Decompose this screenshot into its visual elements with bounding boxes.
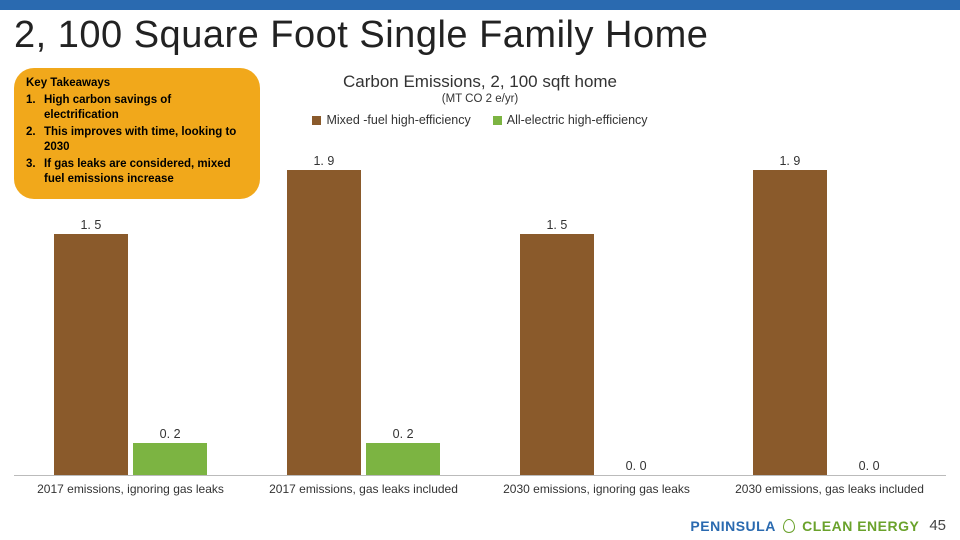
chart-x-axis-labels: 2017 emissions, ignoring gas leaks 2017 … — [14, 482, 946, 496]
chart-bar — [520, 234, 595, 475]
legend-label: Mixed -fuel high-efficiency — [326, 113, 470, 127]
bar-value-label: 0. 2 — [140, 427, 200, 441]
bar-value-label: 1. 9 — [760, 154, 820, 168]
legend-item: All-electric high-efficiency — [493, 113, 648, 127]
brand-logo: PENINSULA CLEAN ENERGY — [690, 517, 919, 534]
x-axis-label: 2017 emissions, gas leaks included — [247, 482, 480, 496]
legend-item: Mixed -fuel high-efficiency — [312, 113, 470, 127]
chart-plot-area: 1. 5 0. 2 1. 9 0. 2 1. 5 0. 0 1. 9 0. 0 — [14, 154, 946, 476]
bar-value-label: 0. 0 — [839, 459, 899, 473]
chart-container: Carbon Emissions, 2, 100 sqft home (MT C… — [14, 68, 946, 476]
brand-word-2: CLEAN ENERGY — [802, 518, 919, 534]
bar-value-label: 1. 5 — [61, 218, 121, 232]
bar-value-label: 1. 9 — [294, 154, 354, 168]
brand-word-1: PENINSULA — [690, 518, 775, 534]
page-title: 2, 100 Square Foot Single Family Home — [0, 10, 960, 59]
bar-value-label: 1. 5 — [527, 218, 587, 232]
bar-group: 1. 5 0. 2 — [14, 154, 247, 475]
chart-title: Carbon Emissions, 2, 100 sqft home — [14, 72, 946, 92]
bar-group: 1. 9 0. 2 — [247, 154, 480, 475]
x-axis-label: 2017 emissions, ignoring gas leaks — [14, 482, 247, 496]
bar-value-label: 0. 0 — [606, 459, 666, 473]
bar-group: 1. 5 0. 0 — [480, 154, 713, 475]
chart-bar — [287, 170, 362, 475]
chart-legend: Mixed -fuel high-efficiency All-electric… — [14, 113, 946, 127]
x-axis-label: 2030 emissions, ignoring gas leaks — [480, 482, 713, 496]
slide-footer: PENINSULA CLEAN ENERGY 45 — [690, 517, 946, 534]
slide-body: 2, 100 Square Foot Single Family Home Ke… — [0, 10, 960, 540]
legend-swatch-icon — [493, 116, 502, 125]
x-axis-label: 2030 emissions, gas leaks included — [713, 482, 946, 496]
top-accent-bar — [0, 0, 960, 10]
bar-value-label: 0. 2 — [373, 427, 433, 441]
chart-subtitle: (MT CO 2 e/yr) — [14, 93, 946, 105]
chart-bar — [133, 443, 208, 475]
leaf-icon — [783, 519, 795, 533]
chart-bar — [366, 443, 441, 475]
chart-bar — [54, 234, 129, 475]
legend-label: All-electric high-efficiency — [507, 113, 648, 127]
page-number: 45 — [929, 517, 946, 534]
legend-swatch-icon — [312, 116, 321, 125]
bar-group: 1. 9 0. 0 — [713, 154, 946, 475]
chart-bar — [753, 170, 828, 475]
